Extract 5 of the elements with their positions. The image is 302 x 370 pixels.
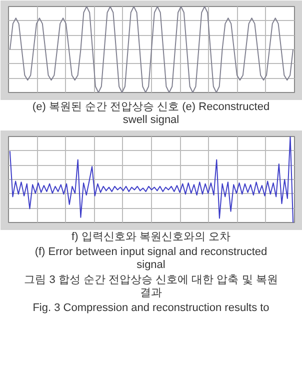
text: (e) 복원된 순간 전압상승 신호 (e) Reconstructed swell signal <box>31 101 271 127</box>
text: f) 입력신호와 복원신호와의 오차 <box>72 231 230 244</box>
caption: Fig. 3 Compression and reconstruction results to <box>32 302 270 315</box>
caption: 그림 3 합성 순간 전압상승 신호에 대한 압축 및 복원 결과 <box>23 274 279 300</box>
text: (f) Error between input signal and reconstructed signal <box>34 246 268 272</box>
